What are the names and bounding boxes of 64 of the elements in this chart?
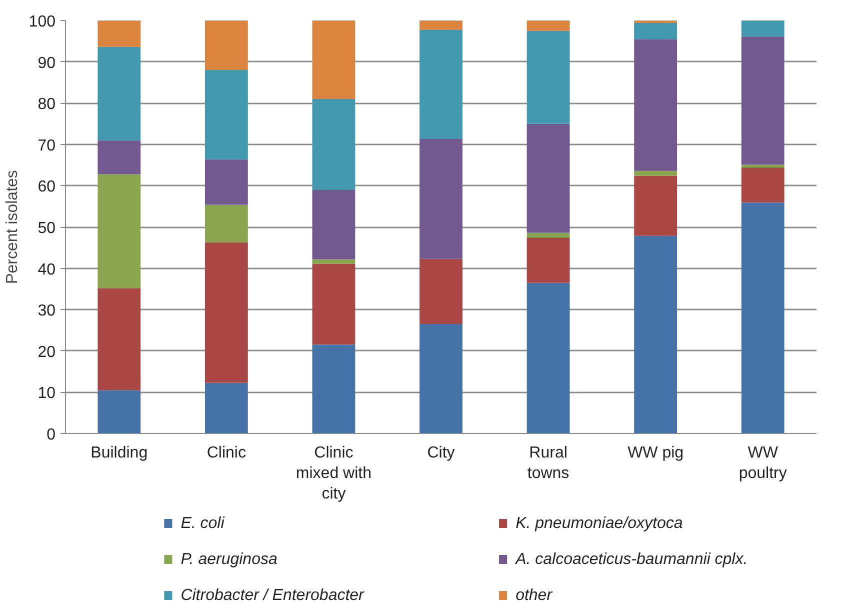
bar [98,20,141,47]
legend-label: E. coli [180,515,225,532]
y-tick-label: 20 [38,344,56,361]
bar [98,174,141,288]
legend-label: P. aeruginosa [180,551,278,568]
bar [420,324,462,434]
x-tick-label: WW poultry [738,444,787,482]
bar [741,168,784,202]
y-tick-label: 30 [38,302,56,320]
y-tick-label: 40 [38,261,56,278]
bar [312,344,356,434]
bar [204,242,248,383]
bar [98,46,141,140]
bar [420,30,462,140]
legend-label: K. pneumoniae/oxytoca [516,515,683,532]
bar [312,264,356,344]
bar [312,98,356,190]
bar [634,236,678,434]
bar [312,189,356,260]
bar [98,390,141,434]
bar [526,237,570,283]
bar [741,202,784,434]
x-tick-label: Clinic [206,444,246,462]
y-tick-label: 100 [28,14,56,30]
y-tick-label: 60 [38,178,56,196]
y-tick-label: 70 [38,137,56,154]
bar [204,70,248,160]
bar [420,258,462,324]
y-tick-label: 10 [38,385,56,402]
bar [634,39,678,171]
bar [741,164,784,168]
bar [312,20,356,99]
bar [420,20,462,30]
legend-label: Citrobacter / Enterobacter [180,587,365,604]
bar [526,282,570,434]
bar [526,20,570,31]
legend-label: other [516,587,553,604]
bar [204,204,248,242]
legend-label: A. calcoaceticus-baumannii cplx. [514,551,748,568]
bar [98,140,141,174]
y-tick-label: 50 [38,220,56,237]
bar [526,124,570,233]
x-tick-label: WW pig [628,444,684,462]
bar [634,176,678,236]
bar [204,20,248,70]
bar [741,36,784,165]
bar [741,20,784,36]
bar [526,30,570,124]
bar [634,22,678,40]
y-tick-label: 0 [46,426,56,444]
y-tick-label: 80 [38,96,56,114]
y-tick-label: 90 [38,54,56,72]
x-tick-label: Building [90,444,148,462]
x-tick-label: Clinic mixed with city [296,444,372,502]
bar [312,259,356,264]
bar [420,139,462,259]
bar [526,232,570,238]
bar [634,170,678,176]
y-axis-title: Percent isolates [4,170,21,284]
bar [98,288,141,390]
x-tick-label: Rural towns [527,444,570,482]
bar [204,382,248,434]
x-tick-label: City [427,444,455,462]
bar [204,159,248,205]
